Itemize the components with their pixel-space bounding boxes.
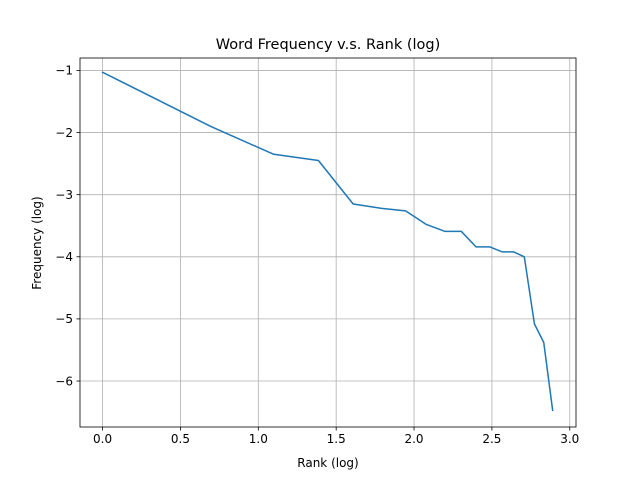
y-tick-label: −4: [55, 250, 73, 264]
y-axis-label: Frequency (log): [30, 196, 44, 289]
y-tick-label: −1: [55, 64, 73, 78]
grid: [80, 58, 576, 427]
y-tick-label: −6: [55, 374, 73, 388]
x-axis-label: Rank (log): [297, 456, 358, 470]
y-tick-label: −3: [55, 188, 73, 202]
y-tick-label: −5: [55, 312, 73, 326]
x-tick-label: 0.5: [171, 432, 190, 446]
chart-title: Word Frequency v.s. Rank (log): [216, 37, 441, 53]
x-tick-label: 1.5: [327, 432, 346, 446]
x-tick-label: 1.0: [249, 432, 268, 446]
x-tick-label: 2.5: [482, 432, 501, 446]
x-tick-label: 0.0: [93, 432, 112, 446]
x-tick-label: 3.0: [560, 432, 579, 446]
x-tick-label: 2.0: [404, 432, 423, 446]
series-line: [101, 71, 554, 412]
y-tick-label: −2: [55, 126, 73, 140]
ticks: 0.0 0.5 1.0 1.5 2.0 2.5 3.0 −1 −2 −3 −4 −5 −6: [55, 64, 579, 446]
series-layer: [101, 71, 554, 412]
plot-frame: [79, 57, 577, 428]
